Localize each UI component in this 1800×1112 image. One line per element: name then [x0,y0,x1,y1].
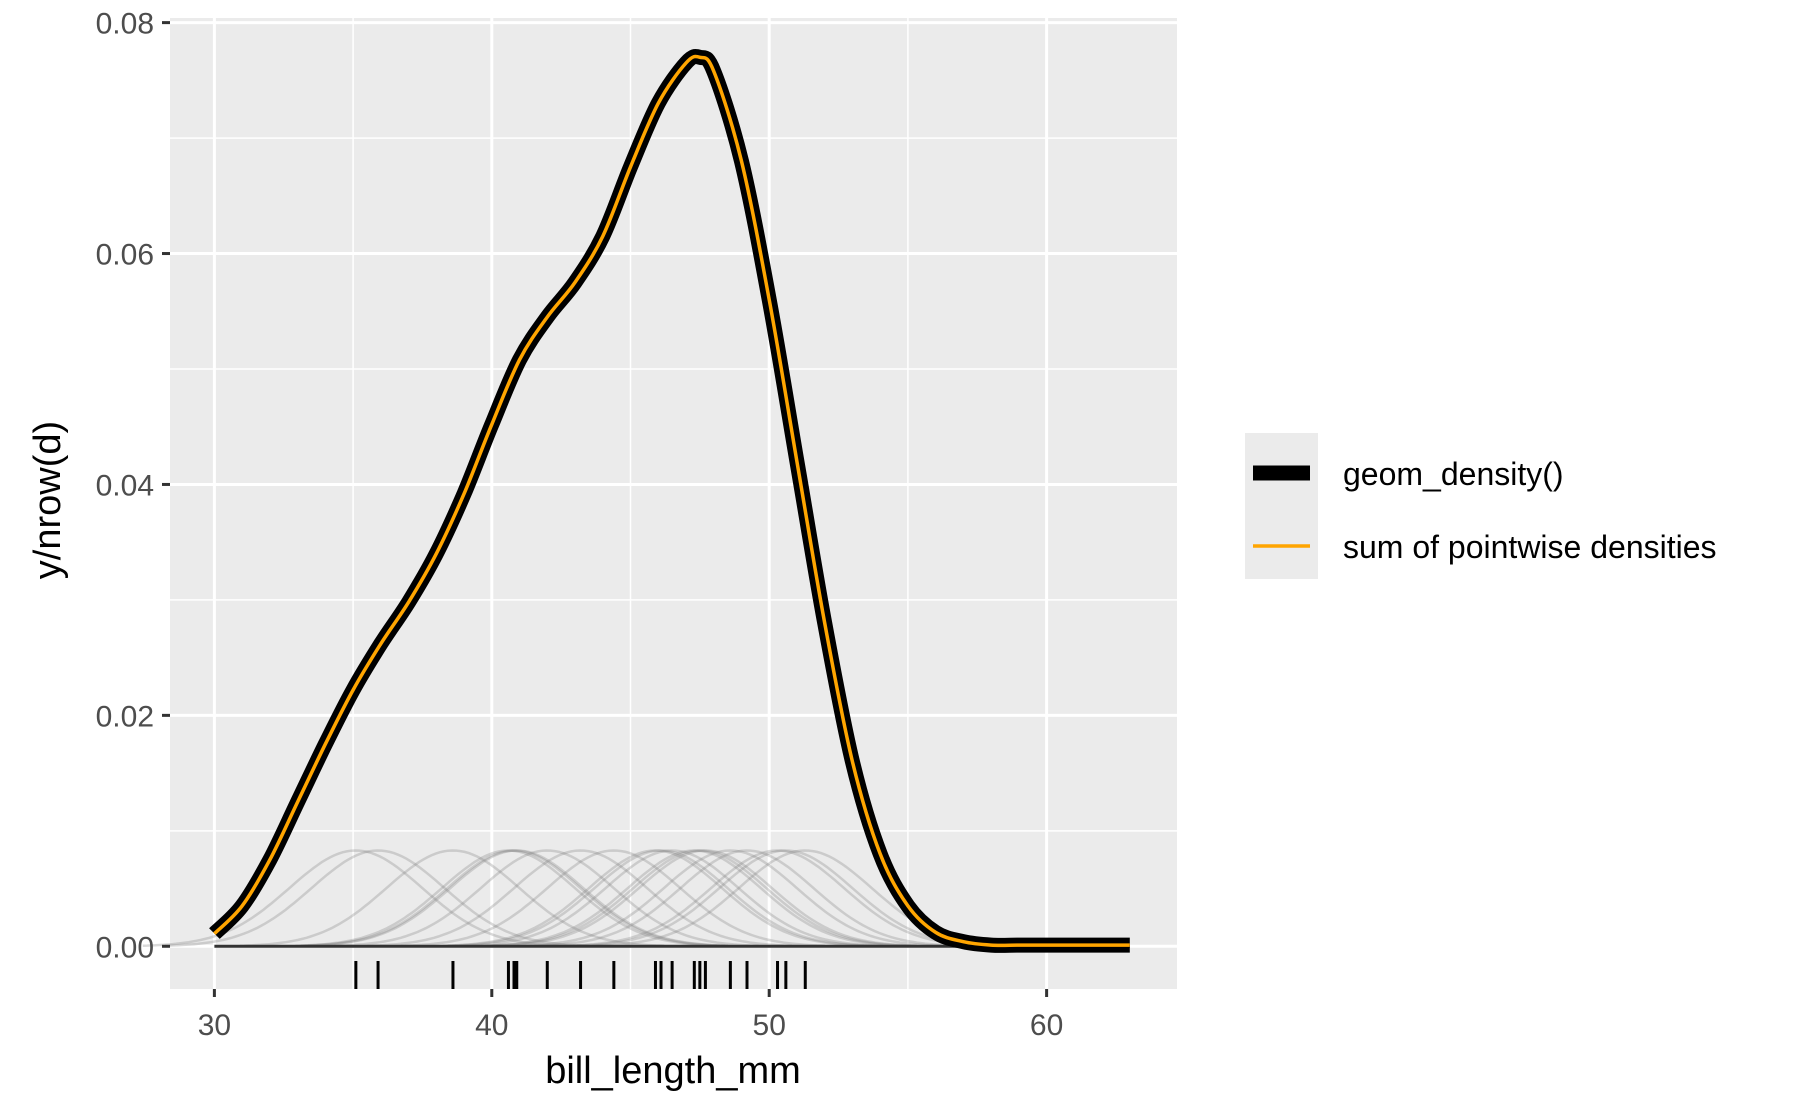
pointwise-density-curve [442,849,867,947]
pointwise-density-curve [303,849,729,947]
pointwise-density-curve [367,849,793,947]
sum-of-pointwise-line [213,54,1130,948]
pointwise-density-curves [142,849,1017,947]
pointwise-density-curve [334,849,759,947]
y-tick-label: 0.00 [96,931,154,964]
pointwise-density-curve [533,849,959,947]
pointwise-density-curve [459,849,884,947]
pointwise-density-curve [572,849,998,947]
pointwise-density-curve [164,849,590,947]
legend: geom_density() sum of pointwise densitie… [1245,433,1717,579]
pointwise-density-curve [492,849,917,947]
pointwise-density-curve [481,849,906,947]
pointwise-density-curve [400,849,826,947]
pointwise-density-curve [447,849,873,947]
pointwise-density-curve [486,849,912,947]
y-tick-label: 0.04 [96,469,154,502]
y-axis: 0.00 0.02 0.04 0.06 0.08 [96,8,170,964]
legend-key-background [1245,433,1318,579]
plot-panel [170,18,1177,989]
x-tick-label: 60 [1030,1009,1063,1042]
pointwise-density-curve [142,849,568,947]
pointwise-density-curve [517,849,942,947]
x-tick-label: 50 [753,1009,786,1042]
y-axis-title: y/nrow(d) [27,421,69,579]
legend-label-sum: sum of pointwise densities [1343,529,1717,565]
rug-marks [354,961,807,989]
legend-label-density: geom_density() [1343,456,1564,492]
x-axis: 30 40 50 60 [198,989,1063,1042]
y-tick-label: 0.06 [96,239,154,272]
x-tick-label: 30 [198,1009,231,1042]
pointwise-density-curve [564,849,989,947]
y-tick-label: 0.02 [96,700,154,733]
pointwise-density-curve [295,849,720,947]
pointwise-density-curve [239,849,665,947]
x-axis-title: bill_length_mm [545,1050,801,1092]
pointwise-density-curve [300,849,726,947]
y-tick-label: 0.08 [96,8,154,41]
x-tick-label: 40 [475,1009,508,1042]
